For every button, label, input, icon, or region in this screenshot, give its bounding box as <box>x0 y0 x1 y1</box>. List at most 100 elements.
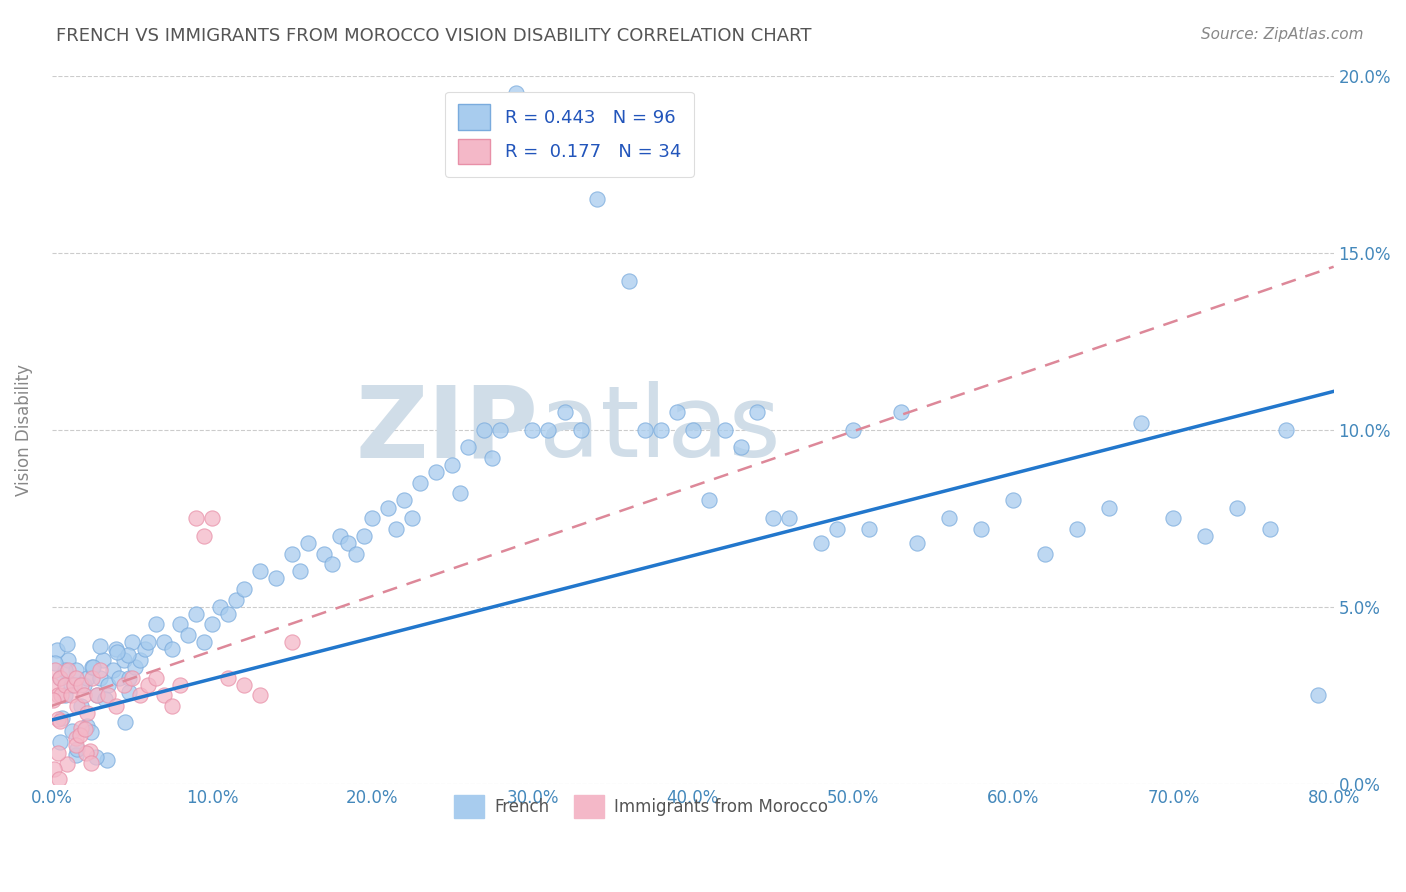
Point <box>73 688 96 702</box>
Point <box>970 522 993 536</box>
Point <box>76 719 98 733</box>
Point <box>160 642 183 657</box>
Point <box>553 405 575 419</box>
Point <box>51 688 73 702</box>
Point <box>65 747 87 762</box>
Text: atlas: atlas <box>538 381 780 478</box>
Point <box>46 688 69 702</box>
Point <box>51 711 73 725</box>
Point <box>89 639 111 653</box>
Point <box>377 500 399 515</box>
Point <box>208 599 231 614</box>
Point <box>53 688 76 702</box>
Point <box>97 677 120 691</box>
Point <box>112 653 135 667</box>
Point <box>1163 511 1185 525</box>
Point <box>105 645 128 659</box>
Point <box>938 511 960 525</box>
Point <box>69 728 91 742</box>
Point <box>44 657 66 671</box>
Point <box>46 642 69 657</box>
Point <box>184 511 207 525</box>
Point <box>1033 547 1056 561</box>
Point <box>745 405 768 419</box>
Point <box>457 440 479 454</box>
Point <box>730 440 752 454</box>
Point <box>80 671 103 685</box>
Point <box>80 660 103 674</box>
Point <box>114 714 136 729</box>
Point <box>633 423 655 437</box>
Point <box>650 423 672 437</box>
Point <box>288 564 311 578</box>
Point <box>337 536 360 550</box>
Point <box>104 642 127 657</box>
Point <box>249 688 271 702</box>
Point <box>344 547 367 561</box>
Point <box>602 157 624 171</box>
Point <box>49 671 72 685</box>
Point <box>682 423 704 437</box>
Point <box>425 465 447 479</box>
Point <box>59 688 82 702</box>
Y-axis label: Vision Disability: Vision Disability <box>15 364 32 496</box>
Point <box>94 691 117 706</box>
Point <box>201 617 224 632</box>
Point <box>128 653 150 667</box>
Point <box>353 529 375 543</box>
Point <box>59 677 82 691</box>
Point <box>617 274 640 288</box>
Point <box>70 721 93 735</box>
Point <box>76 706 98 720</box>
Point <box>96 753 118 767</box>
Point <box>73 677 96 691</box>
Point <box>48 772 70 786</box>
Point <box>66 741 89 756</box>
Point <box>41 677 63 691</box>
Point <box>118 685 141 699</box>
Point <box>53 677 76 691</box>
Point <box>778 511 800 525</box>
Point <box>49 714 72 728</box>
Point <box>169 677 191 691</box>
Point <box>76 671 98 685</box>
Point <box>56 653 79 667</box>
Point <box>225 592 247 607</box>
Point <box>75 746 97 760</box>
Point <box>86 688 108 702</box>
Point <box>153 635 176 649</box>
Point <box>42 762 65 776</box>
Point <box>1306 688 1329 702</box>
Point <box>101 664 124 678</box>
Point <box>79 756 101 770</box>
Text: ZIP: ZIP <box>356 381 538 478</box>
Point <box>1194 529 1216 543</box>
Point <box>97 688 120 702</box>
Point <box>321 557 343 571</box>
Point <box>145 671 167 685</box>
Point <box>112 677 135 691</box>
Point <box>118 671 141 685</box>
Point <box>314 547 336 561</box>
Point <box>169 617 191 632</box>
Point <box>62 724 84 739</box>
Point <box>41 693 63 707</box>
Point <box>108 671 131 685</box>
Point <box>46 712 69 726</box>
Point <box>117 648 139 662</box>
Point <box>489 423 512 437</box>
Point <box>1130 416 1153 430</box>
Point <box>264 571 287 585</box>
Point <box>1002 493 1025 508</box>
Point <box>44 664 66 678</box>
Point <box>55 637 77 651</box>
Point <box>193 635 215 649</box>
Point <box>48 735 70 749</box>
Point <box>136 677 159 691</box>
Point <box>217 671 239 685</box>
Point <box>385 522 408 536</box>
Point <box>184 607 207 621</box>
Point <box>46 746 69 760</box>
Point <box>193 529 215 543</box>
Point <box>66 698 89 713</box>
